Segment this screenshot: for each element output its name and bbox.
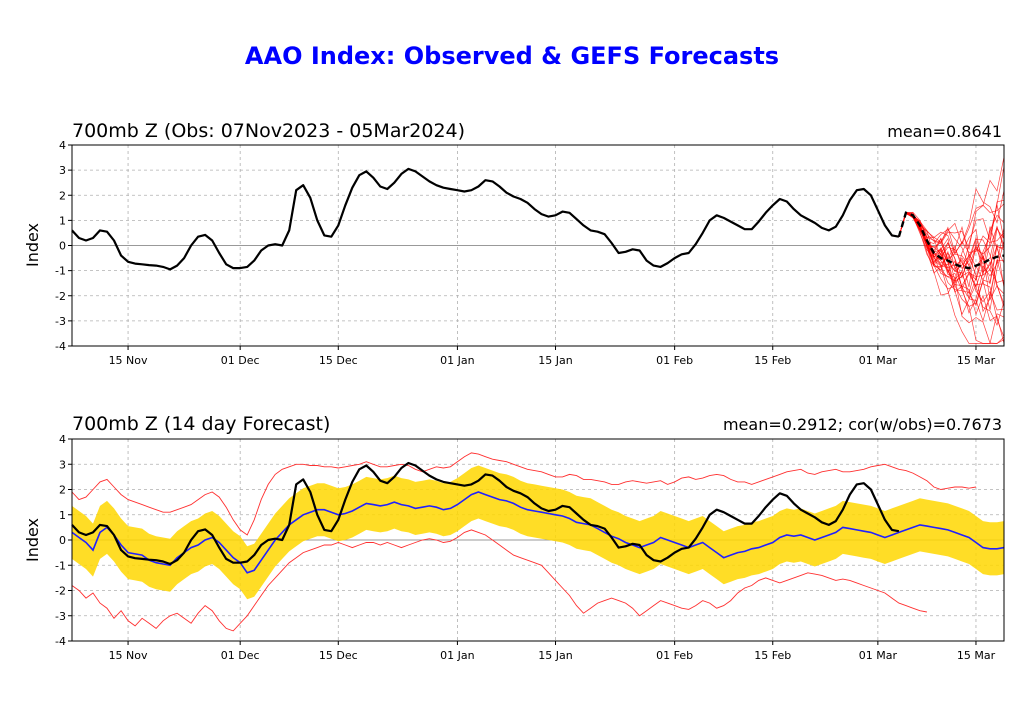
bottom-x-tick-label: 01 Mar	[859, 649, 898, 662]
top-y-tick-label: -2	[55, 290, 66, 303]
top-x-tick-label: 01 Feb	[656, 354, 693, 367]
bottom-x-tick-label: 01 Feb	[656, 649, 693, 662]
ensemble-member-line	[898, 211, 1005, 282]
top-y-tick-label: -3	[55, 315, 66, 328]
top-y-tick-label: 1	[59, 214, 66, 227]
ensemble-member-line	[898, 187, 1005, 254]
bottom-plot-frame	[71, 438, 1005, 642]
top-x-tick-label: 01 Jan	[440, 354, 474, 367]
bottom-y-tick-label: 3	[59, 458, 66, 471]
observed-line-bottom	[71, 461, 900, 566]
top-x-tick-label: 15 Feb	[754, 354, 791, 367]
bottom-x-tick-label: 01 Dec	[221, 649, 260, 662]
top-y-tick-label: 0	[59, 240, 66, 253]
bottom-x-tick-label: 15 Jan	[538, 649, 572, 662]
bottom-y-tick-label: 4	[59, 433, 66, 446]
top-x-tick-label: 15 Nov	[109, 354, 148, 367]
top-panel-title: 700mb Z (Obs: 07Nov2023 - 05Mar2024)	[72, 120, 465, 142]
top-y-tick-label: -1	[55, 265, 66, 278]
bottom-y-tick-label: -2	[55, 585, 66, 598]
lower-bound-line	[71, 529, 927, 632]
top-y-axis-label: Index	[23, 223, 42, 267]
ensemble-member-line	[898, 204, 1005, 299]
top-y-tick-label: 3	[59, 164, 66, 177]
bottom-x-tick-label: 15 Mar	[957, 649, 996, 662]
ensemble-member-line	[898, 212, 1005, 284]
bottom-x-tick-label: 15 Feb	[754, 649, 791, 662]
bottom-x-tick-label: 15 Dec	[319, 649, 358, 662]
bottom-x-tick-label: 01 Jan	[440, 649, 474, 662]
ensemble-mean-dashed-line	[897, 211, 1005, 270]
spread-band	[72, 465, 1004, 600]
bottom-plot-area: 4 3 2 1 0 -1 -2 -3 -4 15 Nov 01 Dec 15 Dec 01 Jan 15 …	[55, 433, 1005, 662]
bottom-y-tick-label: -1	[55, 559, 66, 572]
bottom-y-axis-label: Index	[23, 518, 42, 562]
top-x-tick-label: 01 Dec	[221, 354, 260, 367]
top-panel-stat: mean=0.8641	[887, 122, 1002, 141]
upper-bound-line	[71, 452, 977, 536]
top-y-tick-label: 2	[59, 189, 66, 202]
bottom-y-tick-label: 1	[59, 509, 66, 522]
ensemble-member-line	[898, 212, 1005, 314]
ensemble-member-line	[898, 211, 1005, 326]
bottom-y-tick-label: 0	[59, 534, 66, 547]
top-x-tick-label: 15 Mar	[957, 354, 996, 367]
observed-panel: 700mb Z (Obs: 07Nov2023 - 05Mar2024) mea…	[23, 120, 1005, 367]
top-plot-area: 4 3 2 1 0 -1 -2 -3 -4 15 Nov 01 Dec 15 Dec 01 Jan 15 …	[55, 139, 1005, 367]
top-x-tick-label: 01 Mar	[859, 354, 898, 367]
top-x-tick-label: 15 Jan	[538, 354, 572, 367]
bottom-y-tick-label: -3	[55, 610, 66, 623]
forecast-mean-line	[71, 491, 1005, 574]
bottom-y-tick-label: 2	[59, 484, 66, 497]
top-plot-frame	[71, 144, 1005, 347]
ensemble-member-line	[898, 203, 1005, 246]
top-y-tick-label: 4	[59, 139, 66, 152]
top-x-tick-label: 15 Dec	[319, 354, 358, 367]
bottom-panel-title: 700mb Z (14 day Forecast)	[72, 413, 330, 435]
bottom-x-tick-label: 15 Nov	[109, 649, 148, 662]
forecast-panel: 700mb Z (14 day Forecast) mean=0.2912; c…	[23, 413, 1005, 662]
bottom-panel-stat: mean=0.2912; cor(w/obs)=0.7673	[723, 415, 1002, 434]
observed-line	[71, 167, 900, 271]
top-y-tick-label: -4	[55, 340, 66, 353]
chart-title: AAO Index: Observed & GEFS Forecasts	[244, 42, 780, 70]
bottom-y-tick-label: -4	[55, 635, 66, 648]
